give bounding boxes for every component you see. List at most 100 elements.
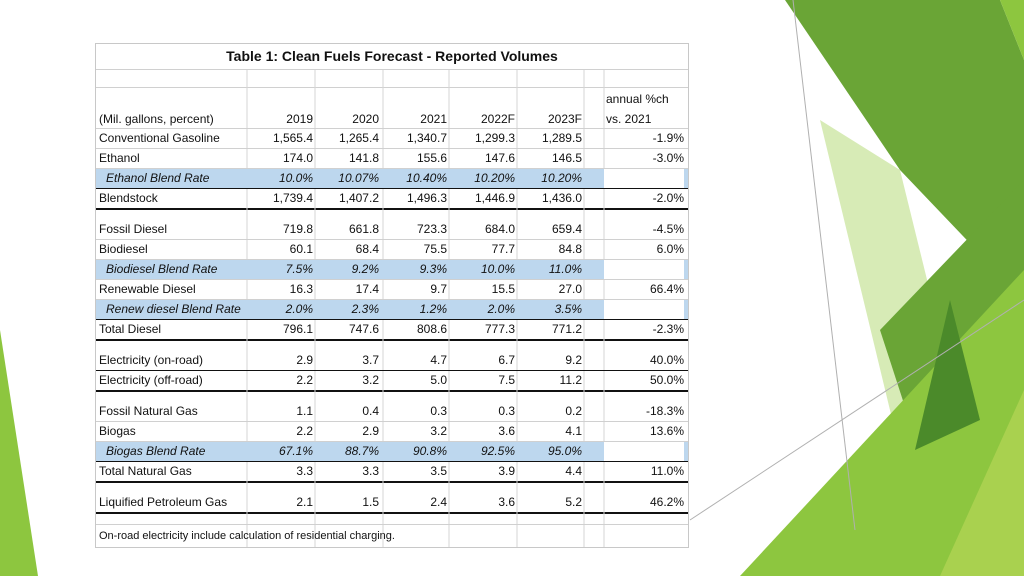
row-value-2021: 1.2%: [419, 302, 447, 316]
header-change-line1: annual %ch: [606, 92, 669, 106]
row-change-vs-2021: 66.4%: [649, 282, 684, 296]
row-value-2021: 90.8%: [412, 444, 447, 458]
table-row: Liquified Petroleum Gas 2.1 1.5 2.4 3.6 5.2 46…: [96, 493, 688, 512]
row-value-2022f: 2.0%: [487, 302, 515, 316]
row-change-vs-2021: -2.0%: [652, 191, 684, 205]
row-change-vs-2021: [604, 260, 684, 279]
row-value-2021: 9.7: [430, 282, 447, 296]
row-value-2022f: 1,446.9: [474, 191, 515, 205]
header-year-2022f: 2022F: [480, 112, 515, 126]
blend-rate-row: Ethanol Blend Rate 10.0% 10.07% 10.40% 10.20…: [96, 168, 688, 188]
row-value-2021: 75.5: [423, 242, 447, 256]
table-group-gap: [96, 512, 688, 524]
row-value-2019: 1.1: [296, 404, 313, 418]
thin-diagonal-line-1: [792, 0, 856, 531]
row-value-2022f: 3.6: [498, 424, 515, 438]
row-label: Fossil Natural Gas: [99, 404, 198, 418]
row-value-2022f: 7.5: [498, 373, 515, 387]
right-deep-green: [915, 300, 980, 450]
row-value-2021: 155.6: [416, 151, 447, 165]
row-value-2020: 10.07%: [338, 171, 379, 185]
row-value-2023f: 4.4: [565, 464, 582, 478]
row-value-2019: 2.1: [296, 495, 313, 509]
row-value-2021: 2.4: [430, 495, 447, 509]
row-label: Fossil Diesel: [99, 222, 168, 236]
table-footnote-row: On-road electricity include calculation …: [96, 524, 688, 547]
row-value-2023f: 5.2: [565, 495, 582, 509]
row-value-2022f: 92.5%: [480, 444, 515, 458]
row-value-2023f: 11.2: [559, 373, 582, 387]
row-value-2021: 0.3: [430, 404, 447, 418]
thin-diagonal-line-2: [689, 299, 1024, 521]
right-green-band-mid: [1000, 0, 1024, 60]
row-value-2019: 719.8: [282, 222, 313, 236]
row-label: Renew diesel Blend Rate: [106, 302, 241, 316]
row-value-2020: 17.4: [355, 282, 379, 296]
row-value-2023f: 10.20%: [541, 171, 582, 185]
row-label: Ethanol: [99, 151, 140, 165]
row-label: Ethanol Blend Rate: [106, 171, 210, 185]
row-change-vs-2021: -4.5%: [652, 222, 684, 236]
row-value-2022f: 684.0: [484, 222, 515, 236]
row-value-2021: 1,496.3: [406, 191, 447, 205]
row-value-2019: 2.2: [296, 373, 313, 387]
clean-fuels-table: Table 1: Clean Fuels Forecast - Reported…: [95, 43, 689, 548]
row-value-2020: 141.8: [348, 151, 379, 165]
row-value-2022f: 0.3: [498, 404, 515, 418]
row-value-2021: 3.2: [430, 424, 447, 438]
row-change-vs-2021: [604, 300, 684, 319]
row-change-vs-2021: -2.3%: [652, 322, 684, 336]
row-value-2020: 747.6: [348, 322, 379, 336]
row-value-2023f: 9.2: [565, 353, 582, 367]
row-value-2021: 4.7: [430, 353, 447, 367]
table-row: Biodiesel 60.1 68.4 75.5 77.7 84.8 6.0%: [96, 239, 688, 259]
row-label: Total Diesel: [99, 322, 162, 336]
row-change-vs-2021: 6.0%: [656, 242, 684, 256]
row-value-2023f: 146.5: [551, 151, 582, 165]
row-value-2021: 10.40%: [406, 171, 447, 185]
header-year-2021: 2021: [420, 112, 447, 126]
row-change-vs-2021: [604, 169, 684, 188]
row-value-2021: 723.3: [416, 222, 447, 236]
total-row: Total Natural Gas 3.3 3.3 3.5 3.9 4.4 11.0%: [96, 461, 688, 481]
row-change-vs-2021: 11.0%: [650, 464, 684, 478]
row-value-2020: 2.3%: [351, 302, 379, 316]
row-value-2020: 88.7%: [344, 444, 379, 458]
row-value-2022f: 10.20%: [474, 171, 515, 185]
table-row: Electricity (on-road) 2.9 3.7 4.7 6.7 9.2 40.0…: [96, 351, 688, 370]
table-row: Fossil Diesel 719.8 661.8 723.3 684.0 659.4 -4…: [96, 220, 688, 239]
row-value-2019: 174.0: [282, 151, 313, 165]
row-value-2020: 1.5: [362, 495, 379, 509]
header-year-2023f: 2023F: [547, 112, 582, 126]
total-row: Blendstock 1,739.4 1,407.2 1,496.3 1,446.9 1,…: [96, 188, 688, 208]
row-value-2021: 9.3%: [419, 262, 447, 276]
row-value-2023f: 84.8: [558, 242, 582, 256]
row-value-2020: 1,407.2: [338, 191, 379, 205]
table-row: Fossil Natural Gas 1.1 0.4 0.3 0.3 0.2 -18.3%: [96, 402, 688, 421]
row-label: Renewable Diesel: [99, 282, 196, 296]
right-green-band-top: [785, 0, 1024, 300]
header-units-label: (Mil. gallons, percent): [99, 112, 214, 126]
blend-rate-row: Biodiesel Blend Rate 7.5% 9.2% 9.3% 10.0% 11.…: [96, 259, 688, 279]
row-value-2019: 2.0%: [285, 302, 313, 316]
row-value-2019: 2.9: [296, 353, 313, 367]
row-change-vs-2021: 40.0%: [649, 353, 684, 367]
row-value-2023f: 1,289.5: [541, 131, 582, 145]
row-change-vs-2021: 13.6%: [649, 424, 684, 438]
row-value-2019: 796.1: [282, 322, 313, 336]
row-value-2020: 2.9: [362, 424, 379, 438]
table-row: Ethanol 174.0 141.8 155.6 147.6 146.5 -3.0%: [96, 148, 688, 168]
row-label: Electricity (on-road): [99, 353, 204, 367]
left-green-triangle: [0, 330, 38, 576]
row-value-2023f: 0.2: [565, 404, 582, 418]
row-label: Conventional Gasoline: [99, 131, 220, 145]
row-value-2019: 16.3: [289, 282, 313, 296]
blend-rate-row: Renew diesel Blend Rate 2.0% 2.3% 1.2% 2.0% 3…: [96, 299, 688, 319]
row-value-2020: 661.8: [348, 222, 379, 236]
row-value-2022f: 6.7: [498, 353, 515, 367]
row-value-2022f: 3.6: [498, 495, 515, 509]
row-value-2022f: 147.6: [484, 151, 515, 165]
row-value-2022f: 777.3: [484, 322, 515, 336]
row-value-2023f: 771.2: [551, 322, 582, 336]
